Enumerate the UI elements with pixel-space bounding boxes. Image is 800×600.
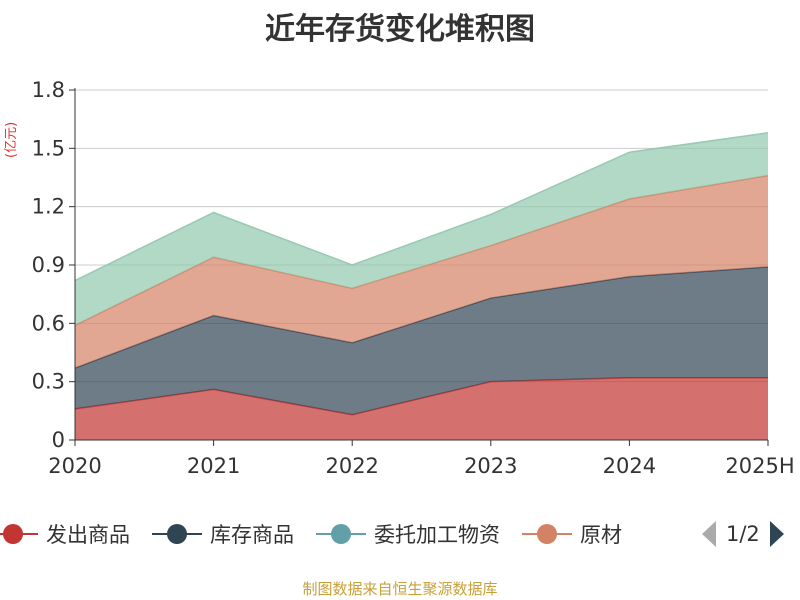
legend-label: 原材 xyxy=(580,523,622,547)
area-series-1 xyxy=(75,266,768,415)
x-tick-label: 2025H xyxy=(725,454,794,478)
legend-page-text: 1/2 xyxy=(726,522,760,546)
chart-title: 近年存货变化堆积图 xyxy=(265,12,535,47)
legend-prev-icon[interactable] xyxy=(700,519,718,549)
legend-label: 发出商品 xyxy=(46,523,130,547)
y-tick-label: 1.2 xyxy=(32,195,65,219)
legend-item[interactable]: 委托加工物资 xyxy=(316,516,500,552)
x-tick-label: 2021 xyxy=(187,454,240,478)
legend-marker-icon xyxy=(316,524,366,544)
y-tick-label: 0.3 xyxy=(32,370,65,394)
legend: 发出商品 库存商品 委托加工物资 原材 1/2 xyxy=(0,516,800,552)
y-tick-label: 1.8 xyxy=(32,78,65,102)
legend-items: 发出商品 库存商品 委托加工物资 原材 xyxy=(0,516,690,552)
legend-marker-icon xyxy=(522,524,572,544)
legend-label: 委托加工物资 xyxy=(374,523,500,547)
x-tick-label: 2023 xyxy=(464,454,517,478)
legend-next-icon[interactable] xyxy=(768,519,786,549)
area-series-3 xyxy=(75,132,768,326)
x-tick-label: 2022 xyxy=(325,454,378,478)
legend-item[interactable]: 发出商品 xyxy=(0,516,130,552)
x-tick-label: 2020 xyxy=(48,454,101,478)
y-tick-label: 0.6 xyxy=(32,311,65,335)
legend-item[interactable]: 库存商品 xyxy=(152,516,294,552)
legend-pager: 1/2 xyxy=(700,516,786,552)
area-series-0 xyxy=(75,377,768,440)
y-tick-label: 1.5 xyxy=(32,136,65,160)
series-line-3 xyxy=(74,132,769,282)
legend-marker-icon xyxy=(0,524,38,544)
data-source: 制图数据来自恒生聚源数据库 xyxy=(302,580,498,598)
x-tick-label: 2024 xyxy=(603,454,656,478)
series-line-1 xyxy=(74,266,769,369)
legend-marker-icon xyxy=(152,524,202,544)
y-tick-label: 0 xyxy=(52,428,65,452)
legend-label: 库存商品 xyxy=(210,523,294,547)
legend-item[interactable]: 原材 xyxy=(522,516,622,552)
stacked-area-chart: 0 0.3 0.6 0.9 1.2 1.5 1.8 2020 2021 2022 2023 2024 2… xyxy=(32,78,795,478)
area-series-2 xyxy=(75,175,768,369)
y-tick-label: 0.9 xyxy=(32,253,65,277)
